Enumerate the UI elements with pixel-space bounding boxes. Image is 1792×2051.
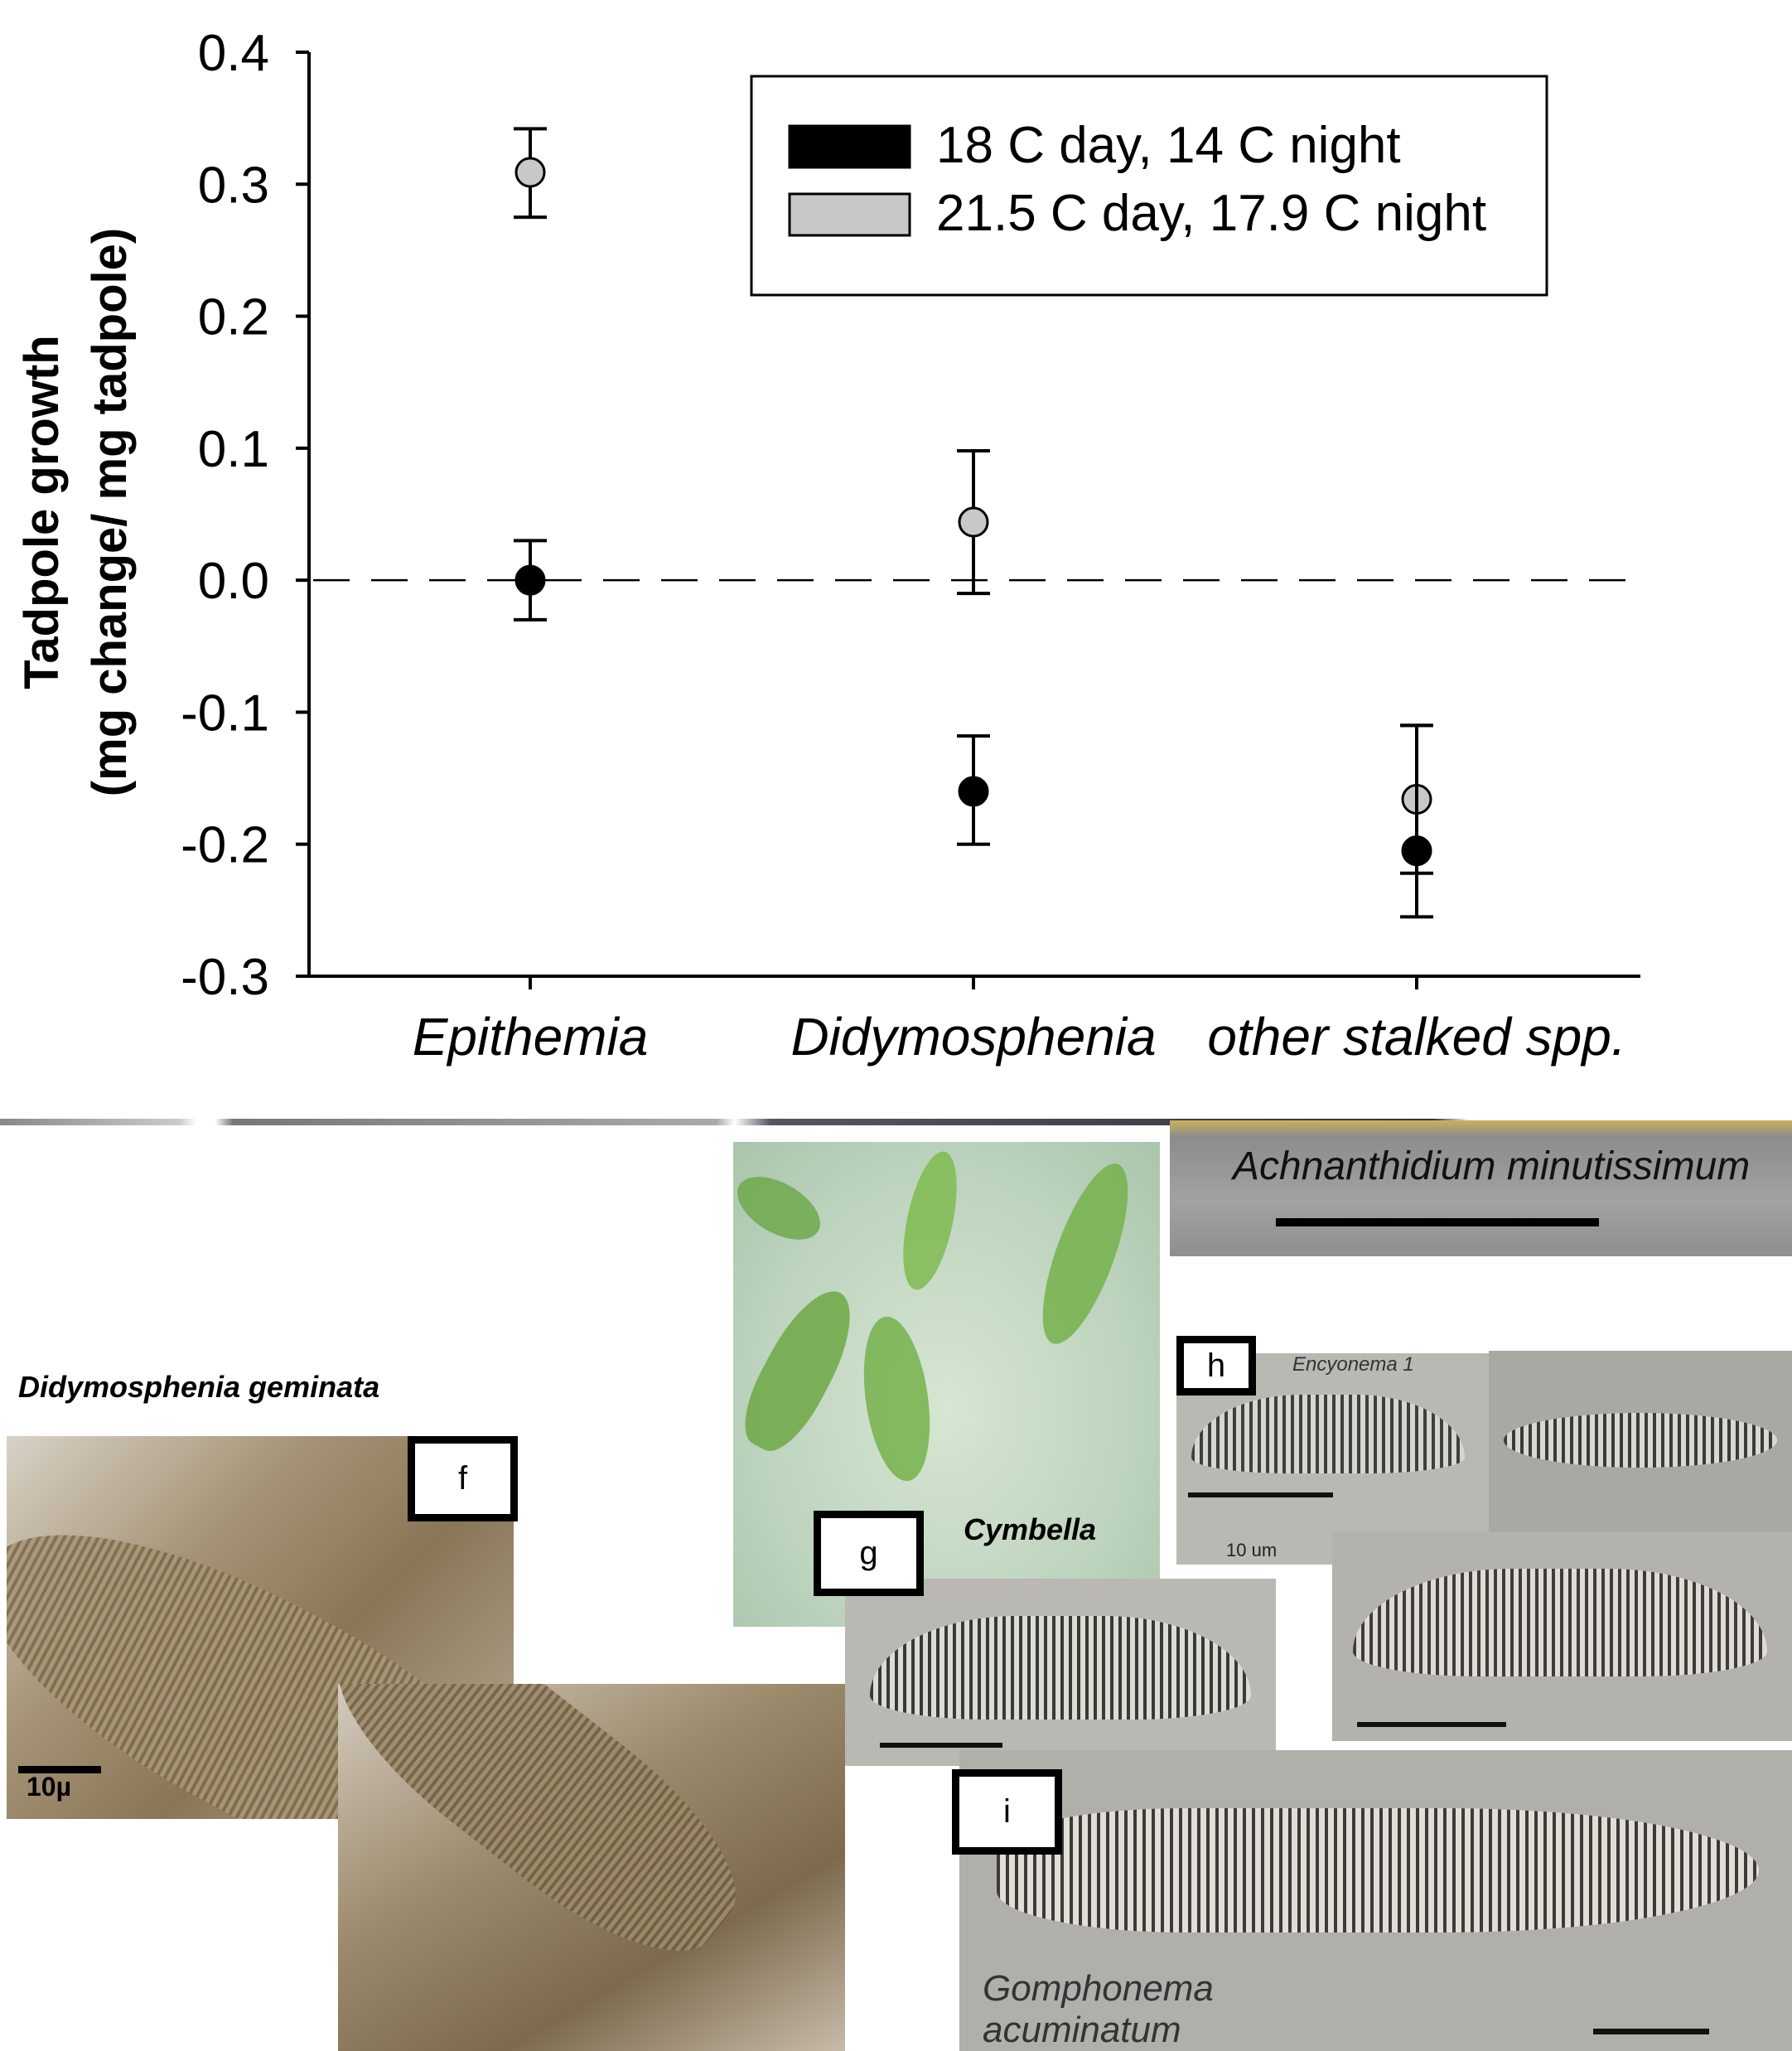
x-ticks: Epithemia Didymosphenia other stalked spp.: [413, 976, 1626, 1067]
cymbella-scale-bar: [880, 1743, 1002, 1748]
achnanthidium-scale-bar: [1276, 1218, 1599, 1226]
y-axis-label-line-1: Tadpole growth: [15, 335, 69, 689]
legend-label-series-2: 21.5 C day, 17.9 C night: [936, 185, 1486, 242]
cymbella-valve: [870, 1616, 1251, 1720]
data-point: [958, 776, 989, 807]
didymosphenia-label: Didymosphenia geminata: [18, 1370, 380, 1404]
legend-swatch-series-2: [788, 192, 911, 237]
data-point: [958, 506, 989, 538]
cymbella-label: Cymbella: [964, 1512, 1097, 1546]
didymosphenia-scale-bar: [18, 1766, 101, 1773]
cymbella-colony-photo: [733, 1142, 1160, 1627]
panel-label-h: h: [1176, 1336, 1256, 1396]
cymbella-valve-right: [1353, 1569, 1767, 1676]
achnanthidium-label: Achnanthidium minutissimum: [1233, 1144, 1751, 1188]
encyonema-scale-label: 10 um: [1226, 1540, 1278, 1560]
y-axis-label: Tadpole growth (mg change/ mg tadpole): [15, 228, 137, 796]
divider-strip: [0, 1119, 1792, 1125]
y-tick-label: -0.2: [181, 817, 269, 874]
encyonema-valve-left: [1191, 1395, 1465, 1473]
y-tick-label: 0.4: [198, 25, 269, 82]
y-tick-label: -0.3: [181, 949, 269, 1006]
y-axis-label-line-2: (mg change/ mg tadpole): [83, 228, 137, 796]
x-tick-label: Didymosphenia: [790, 1007, 1156, 1067]
gomphonema-scale-bar: [1593, 2029, 1709, 2034]
didymosphenia-photo-bottom: [338, 1684, 845, 2051]
data-point: [1401, 835, 1432, 867]
encyonema-label: Encyonema 1: [1292, 1353, 1414, 1376]
y-tick-label: 0.0: [198, 553, 269, 610]
cymbella-valve-photo: [845, 1579, 1276, 1766]
panel-label-f: f: [408, 1436, 518, 1521]
gomphonema-label-2: acuminatum: [983, 2010, 1181, 2050]
didymosphenia-scale-label: 10µ: [27, 1772, 72, 1802]
cymbella-cell-4: [1025, 1154, 1146, 1354]
gomphonema-valve: [997, 1808, 1759, 1932]
panel-label-g: g: [814, 1511, 924, 1596]
x-tick-label: other stalked spp.: [1207, 1007, 1625, 1067]
y-tick-label: -0.1: [181, 684, 269, 742]
panel-label-i: i: [952, 1769, 1062, 1855]
y-tick-label: 0.1: [198, 421, 269, 478]
gomphonema-label-1: Gomphonema: [983, 1968, 1214, 2009]
cymbella-cell-1: [733, 1277, 870, 1463]
didymosphenia-valve-bottom: [338, 1684, 771, 1992]
achnanthidium-photo: Achnanthidium minutissimum: [1170, 1120, 1792, 1256]
cymbella-cell-2: [854, 1312, 939, 1486]
series-1: [514, 539, 1433, 919]
cymbella-valve-photo-right: [1332, 1531, 1792, 1741]
cymbella-cell-3: [892, 1147, 968, 1294]
data-point: [514, 157, 546, 188]
y-tick-label: 0.2: [198, 289, 269, 346]
encyonema-valve-right: [1504, 1413, 1777, 1468]
data-point: [514, 564, 546, 596]
cymbella-cell-5: [733, 1163, 831, 1253]
encyonema-photo-right: [1489, 1351, 1792, 1531]
y-tick-label: 0.3: [198, 157, 269, 214]
legend: 18 C day, 14 C night 21.5 C day, 17.9 C …: [750, 75, 1548, 297]
y-ticks: 0.4 0.3 0.2 0.1 0.0 -0.1 -0.2 -0.3: [181, 25, 309, 1006]
cymbella-right-scale-bar: [1357, 1722, 1506, 1727]
growth-chart: 0.4 0.3 0.2 0.1 0.0 -0.1 -0.2 -0.3 Epithemia Did…: [15, 25, 1640, 1067]
x-tick-label: Epithemia: [413, 1007, 649, 1067]
encyonema-photo-left: Encyonema 1 10 um: [1176, 1353, 1491, 1565]
legend-label-series-1: 18 C day, 14 C night: [936, 117, 1401, 174]
legend-swatch-series-1: [788, 124, 911, 169]
encyonema-scale-bar: [1188, 1492, 1333, 1497]
gomphonema-photo: Gomphonema acuminatum: [959, 1750, 1792, 2051]
data-series: [514, 127, 1433, 919]
